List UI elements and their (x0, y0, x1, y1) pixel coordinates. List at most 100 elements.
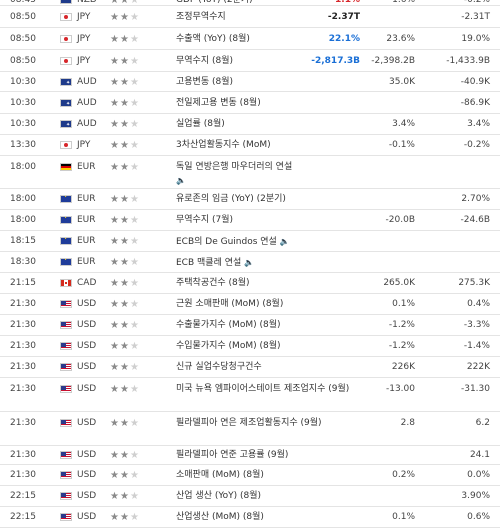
event-name[interactable]: ECB 맥클레 연설 🔈 (176, 257, 381, 269)
event-name-text[interactable]: 산업 생산 (YoY) (8월) (176, 491, 262, 501)
event-name-text[interactable]: 수출물가지수 (MoM) (8월) (176, 320, 281, 330)
event-name-text[interactable]: 소매판매 (MoM) (8월) (176, 470, 264, 480)
star-icon: ★ (110, 77, 120, 88)
calendar-row[interactable]: 10:30AUD★★★고용변동 (8월)35.0K-40.9K (0, 72, 500, 92)
event-name[interactable]: 독일 연방은행 마우더러의 연설 🔈 (176, 162, 381, 186)
event-name-text[interactable]: 유로존의 임금 (YoY) (2분기) (176, 194, 286, 204)
calendar-row[interactable]: 21:15 CAD ★★★ 주택착공건수 (8월) 265.0K 275.3K (0, 273, 500, 294)
forecast-value: -20.0B (385, 215, 415, 225)
importance-stars: ★★★ (110, 299, 140, 310)
star-icon: ★ (110, 140, 120, 151)
event-name-text[interactable]: 조정무역수지 (176, 12, 226, 22)
event-name-text[interactable]: 주택착공건수 (8월) (176, 278, 250, 288)
event-name[interactable]: GDP (YoY) (2분기) (176, 0, 381, 6)
event-time: 21:30 (10, 384, 36, 394)
event-name[interactable]: 신규 실업수당청구건수 (176, 362, 381, 373)
event-name-text[interactable]: 미국 뉴욕 엠파이어스테이트 제조업지수 (9월) (176, 384, 350, 394)
star-icon: ★ (119, 77, 130, 88)
forecast-value: 1.6% (392, 0, 415, 5)
event-name[interactable]: 미국 뉴욕 엠파이어스테이트 제조업지수 (9월) (176, 384, 381, 395)
event-name[interactable]: 산업생산 (MoM) (8월) (176, 512, 381, 523)
calendar-row[interactable]: 08:50 JPY ★★★ 무역수지 (8월) -2,817.3B -2,398.2B -1… (0, 50, 500, 72)
calendar-row[interactable]: 21:30 USD ★★★ 근원 소매판매 (MoM) (8월) 0.1% 0.4% (0, 294, 500, 315)
importance-stars: ★★★ (110, 491, 140, 502)
event-name[interactable]: 주택착공건수 (8월) (176, 278, 381, 289)
calendar-row[interactable]: 08:50 JPY ★★★ 수출액 (YoY) (8월) 22.1% 23.6% 19.0% (0, 28, 500, 50)
event-name-text[interactable]: ECB의 De Guindos 연설 (176, 237, 277, 247)
flag-usd-icon (60, 321, 72, 329)
speaker-icon: 🔈 (244, 258, 255, 267)
calendar-row[interactable]: 08:50 JPY ★★★ 조정무역수지 -2.37T -2.31T (0, 6, 500, 28)
star-icon: ★ (119, 56, 130, 67)
event-name-text[interactable]: 근원 소매판매 (MoM) (8월) (176, 299, 284, 309)
calendar-row[interactable]: 21:30 USD ★★★ 필라델피아 연준 고용률 (9월) 24.1 (0, 446, 500, 465)
calendar-row[interactable]: 18:15EUR★★★ECB의 De Guindos 연설🔈 (0, 231, 500, 252)
event-name-text[interactable]: 수출액 (YoY) (8월) (176, 34, 250, 44)
event-name-text[interactable]: 수입물가지수 (MoM) (8월) (176, 341, 281, 351)
currency-code: JPY (77, 34, 91, 44)
event-name[interactable]: 소매판매 (MoM) (8월) (176, 470, 381, 481)
importance-stars: ★★★ (110, 320, 140, 331)
event-name[interactable]: 산업 생산 (YoY) (8월) (176, 491, 381, 502)
event-name-text[interactable]: 산업생산 (MoM) (8월) (176, 512, 264, 522)
importance-stars: ★★★ (110, 56, 140, 67)
calendar-row[interactable]: 10:30AUD★★★전일제고용 변동 (8월)-86.9K (0, 92, 500, 114)
event-name-text[interactable]: 고용변동 (8월) (176, 77, 234, 87)
calendar-row[interactable]: 21:30 USD ★★★ 필라델피아 연은 제조업활동지수 (9월) 2.8 6.2 (0, 412, 500, 446)
event-name[interactable]: 유로존의 임금 (YoY) (2분기) (176, 194, 381, 205)
star-icon: ★ (129, 320, 140, 331)
calendar-row[interactable]: 08:45 NZD ★★★ GDP (YoY) (2분기) -1.1% 1.6% -0.2% (0, 0, 500, 6)
event-name-text[interactable]: 필라델피아 연은 제조업활동지수 (9월) (176, 418, 322, 428)
event-name[interactable]: 무역수지 (8월) (176, 56, 381, 67)
event-name-text[interactable]: 무역수지 (8월) (176, 56, 234, 66)
previous-value: 6.2 (475, 418, 490, 428)
event-name-text[interactable]: 3차산업활동지수 (MoM) (176, 140, 271, 150)
event-name[interactable]: 고용변동 (8월) (176, 77, 381, 88)
calendar-row[interactable]: 22:15 USD ★★★ 산업 생산 (YoY) (8월) 3.90% (0, 486, 500, 507)
flag-jpy-icon (60, 57, 72, 65)
star-icon: ★ (119, 215, 130, 226)
calendar-row[interactable]: 21:30 USD ★★★ 수출물가지수 (MoM) (8월) -1.2% -3.3% (0, 315, 500, 336)
event-name-text[interactable]: ECB 맥클레 연설 (176, 258, 242, 268)
currency-code: AUD (77, 77, 97, 87)
calendar-row[interactable]: 21:30 USD ★★★ 소매판매 (MoM) (8월) 0.2% 0.0% (0, 465, 500, 486)
event-name[interactable]: ECB의 De Guindos 연설 🔈 (176, 236, 381, 248)
event-name-text[interactable]: 무역수지 (7월) (176, 215, 234, 225)
event-name[interactable]: 전일제고용 변동 (8월) (176, 98, 381, 109)
flag-jpy-icon (60, 35, 72, 43)
event-name[interactable]: 근원 소매판매 (MoM) (8월) (176, 299, 381, 310)
calendar-row[interactable]: 18:00 EUR ★★★ 독일 연방은행 마우더러의 연설 🔈 (0, 156, 500, 189)
event-name-text[interactable]: 필라델피아 연준 고용률 (9월) (176, 450, 289, 460)
currency-code: EUR (77, 236, 96, 246)
event-name-text[interactable]: 신규 실업수당청구건수 (176, 362, 262, 372)
event-name[interactable]: 조정무역수지 (176, 12, 381, 23)
event-name[interactable]: 수입물가지수 (MoM) (8월) (176, 341, 381, 352)
star-icon: ★ (129, 341, 140, 352)
event-name[interactable]: 3차산업활동지수 (MoM) (176, 140, 381, 151)
calendar-row[interactable]: 18:30EUR★★★ECB 맥클레 연설🔈 (0, 252, 500, 273)
calendar-row[interactable]: 10:30AUD★★★실업률 (8월)3.4%3.4% (0, 114, 500, 135)
calendar-row[interactable]: 13:30 JPY ★★★ 3차산업활동지수 (MoM) -0.1% -0.2% (0, 135, 500, 156)
event-time: 21:30 (10, 362, 36, 372)
event-name[interactable]: 필라델피아 연준 고용률 (9월) (176, 450, 381, 461)
calendar-row[interactable]: 21:30 USD ★★★ 수입물가지수 (MoM) (8월) -1.2% -1.4% (0, 336, 500, 357)
star-icon: ★ (119, 341, 130, 352)
event-name[interactable]: 수출액 (YoY) (8월) (176, 34, 381, 45)
event-name-text[interactable]: 전일제고용 변동 (8월) (176, 98, 261, 108)
flag-jpy-icon (60, 141, 72, 149)
star-icon: ★ (119, 194, 130, 205)
event-name[interactable]: 실업률 (8월) (176, 119, 381, 130)
calendar-row[interactable]: 21:30 USD ★★★ 미국 뉴욕 엠파이어스테이트 제조업지수 (9월) -13.… (0, 378, 500, 412)
event-name-text[interactable]: GDP (YoY) (2분기) (176, 0, 253, 5)
calendar-row[interactable]: 22:15 USD ★★★ 산업생산 (MoM) (8월) 0.1% 0.6% (0, 507, 500, 528)
star-icon: ★ (119, 418, 130, 429)
previous-value: 24.1 (469, 450, 490, 460)
event-name[interactable]: 필라델피아 연은 제조업활동지수 (9월) (176, 418, 381, 429)
calendar-row[interactable]: 21:30 USD ★★★ 신규 실업수당청구건수 226K 222K (0, 357, 500, 378)
event-name[interactable]: 수출물가지수 (MoM) (8월) (176, 320, 381, 331)
event-name[interactable]: 무역수지 (7월) (176, 215, 381, 226)
event-name-text[interactable]: 독일 연방은행 마우더러의 연설 (176, 162, 293, 172)
event-name-text[interactable]: 실업률 (8월) (176, 119, 225, 129)
